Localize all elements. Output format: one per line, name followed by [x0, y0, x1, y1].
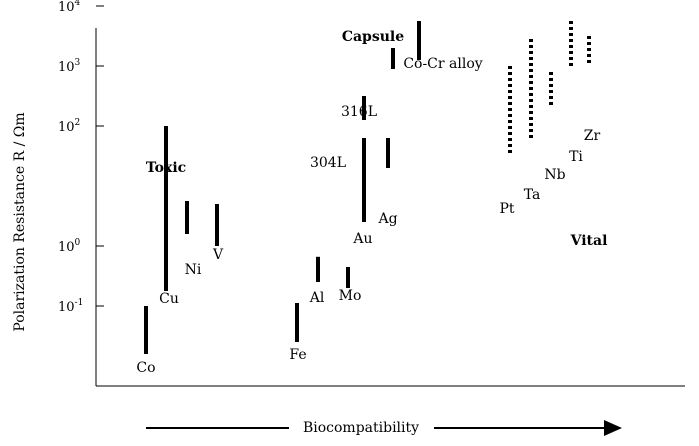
label-co: Co	[136, 360, 155, 376]
chart-axes	[95, 28, 685, 387]
label-al: Al	[309, 290, 325, 306]
label-ti: Ti	[569, 149, 583, 165]
x-axis-label: Biocompatibility	[303, 420, 419, 436]
label-cu: Cu	[159, 291, 179, 307]
material-labels: Co Cu Ni V Fe Al Mo Au Ag 304L 316L Co-Cr alloy Pt Ta…	[136, 56, 600, 376]
label-ta: Ta	[524, 187, 541, 203]
y-tick-label-3: 103	[58, 58, 81, 75]
label-fe: Fe	[289, 347, 306, 363]
label-co-cr-alloy: Co-Cr alloy	[403, 56, 482, 72]
label-pt: Pt	[499, 201, 514, 217]
label-ni: Ni	[185, 262, 202, 278]
y-axis-label: Polarization Resistance R / Ωm	[12, 112, 28, 331]
y-ticks: 10-1 100 102 103 104	[58, 0, 104, 315]
label-zr: Zr	[584, 128, 601, 144]
biocompatibility-arrow: Biocompatibility	[146, 420, 622, 436]
label-v: V	[212, 247, 224, 263]
group-label-toxic: Toxic	[146, 160, 186, 176]
label-nb: Nb	[544, 167, 565, 183]
y-tick-label-1: 100	[58, 238, 81, 255]
label-mo: Mo	[339, 288, 362, 304]
y-tick-label-2: 102	[58, 118, 80, 135]
group-label-capsule: Capsule	[342, 29, 404, 45]
y-tick-label-4: 104	[58, 0, 81, 15]
label-316l: 316L	[341, 104, 377, 120]
label-304l: 304L	[310, 155, 346, 171]
group-labels: Toxic Capsule Vital	[146, 29, 608, 249]
arrow-head	[604, 420, 622, 436]
label-au: Au	[352, 231, 372, 247]
group-label-vital: Vital	[570, 233, 608, 249]
y-tick-label-0: 10-1	[58, 298, 83, 315]
range-bars	[144, 21, 591, 354]
label-ag: Ag	[377, 211, 397, 227]
